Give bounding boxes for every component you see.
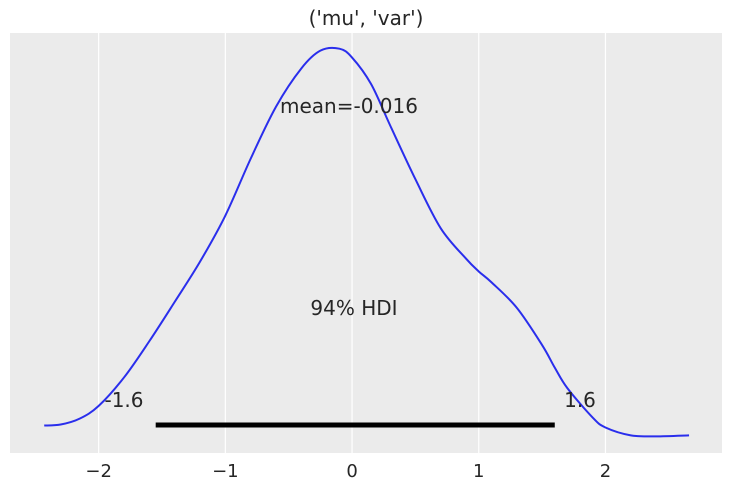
x-tick-label: 2 xyxy=(600,461,611,482)
grid-lines xyxy=(98,33,607,453)
x-axis: −2 −1 0 1 2 xyxy=(85,461,611,482)
x-tick-label: 1 xyxy=(473,461,484,482)
hdi-label: 94% HDI xyxy=(310,296,397,320)
plot-area xyxy=(10,33,722,453)
x-tick-label: 0 xyxy=(346,461,357,482)
mean-label: mean=-0.016 xyxy=(280,94,418,118)
chart-title: ('mu', 'var') xyxy=(309,6,424,30)
hdi-high-label: 1.6 xyxy=(564,388,596,412)
density-curve xyxy=(44,46,690,438)
x-tick-label: −1 xyxy=(212,461,239,482)
x-tick-label: −2 xyxy=(85,461,112,482)
hdi-low-label: -1.6 xyxy=(104,388,143,412)
